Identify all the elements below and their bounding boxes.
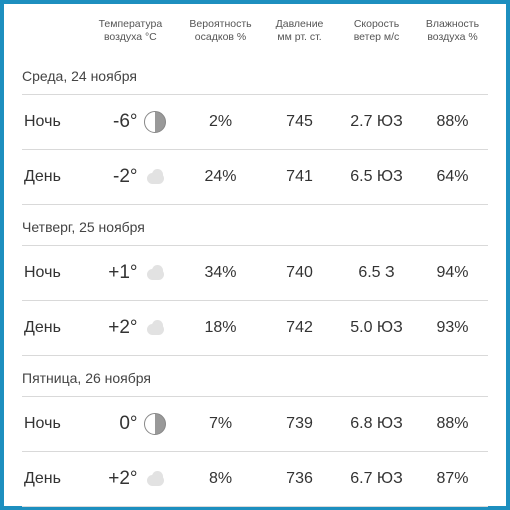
cloud-icon: [144, 168, 168, 186]
cloud-icon: [144, 319, 168, 337]
col-prec: Вероятность осадков %: [178, 14, 263, 54]
cell-hum: 64%: [417, 150, 488, 205]
moon-icon: [144, 413, 166, 435]
cell-temp: 0°: [83, 397, 142, 452]
cell-wind: 6.5 ЮЗ: [336, 150, 417, 205]
cell-temp: -6°: [83, 95, 142, 150]
cell-period: День: [22, 150, 83, 205]
cell-period: Ночь: [22, 397, 83, 452]
cell-press: 736: [263, 452, 336, 507]
col-press: Давление мм рт. ст.: [263, 14, 336, 54]
cell-prec: 2%: [178, 95, 263, 150]
cell-wind: 6.8 ЮЗ: [336, 397, 417, 452]
cell-wind: 6.7 ЮЗ: [336, 452, 417, 507]
cell-period: День: [22, 301, 83, 356]
table-row: День-2° 24%7416.5 ЮЗ64%: [22, 150, 488, 205]
cell-press: 741: [263, 150, 336, 205]
day-header: Четверг, 25 ноября: [22, 205, 488, 246]
cloud-icon: [144, 264, 168, 282]
table-body: Среда, 24 ноябряНочь-6°2%7452.7 ЮЗ88%Ден…: [22, 54, 488, 507]
cell-press: 745: [263, 95, 336, 150]
day-title: Среда, 24 ноября: [22, 54, 488, 95]
cell-icon: [142, 301, 178, 356]
weather-table-frame: Температура воздуха °C Вероятность осадк…: [0, 0, 510, 510]
cell-icon: [142, 95, 178, 150]
cell-icon: [142, 452, 178, 507]
cell-wind: 2.7 ЮЗ: [336, 95, 417, 150]
cell-temp: -2°: [83, 150, 142, 205]
cell-temp: +1°: [83, 246, 142, 301]
table-row: Ночь+1° 34%7406.5 З94%: [22, 246, 488, 301]
cell-wind: 6.5 З: [336, 246, 417, 301]
cell-period: Ночь: [22, 246, 83, 301]
day-title: Четверг, 25 ноября: [22, 205, 488, 246]
table-row: День+2° 8%7366.7 ЮЗ87%: [22, 452, 488, 507]
table-row: Ночь0° 7%7396.8 ЮЗ88%: [22, 397, 488, 452]
cell-icon: [142, 246, 178, 301]
col-blank: [22, 14, 83, 54]
cell-temp: +2°: [83, 452, 142, 507]
cloud-icon: [144, 470, 168, 488]
cell-hum: 94%: [417, 246, 488, 301]
cell-prec: 8%: [178, 452, 263, 507]
cell-prec: 7%: [178, 397, 263, 452]
day-header: Пятница, 26 ноября: [22, 356, 488, 397]
col-temp: Температура воздуха °C: [83, 14, 178, 54]
cell-temp: +2°: [83, 301, 142, 356]
table-row: Ночь-6° 2%7452.7 ЮЗ88%: [22, 95, 488, 150]
day-header: Среда, 24 ноября: [22, 54, 488, 95]
col-wind: Скорость ветер м/с: [336, 14, 417, 54]
cell-press: 740: [263, 246, 336, 301]
cell-prec: 24%: [178, 150, 263, 205]
cell-hum: 88%: [417, 397, 488, 452]
cell-press: 742: [263, 301, 336, 356]
cell-hum: 87%: [417, 452, 488, 507]
cell-hum: 93%: [417, 301, 488, 356]
table-row: День+2° 18%7425.0 ЮЗ93%: [22, 301, 488, 356]
col-hum: Влажность воздуха %: [417, 14, 488, 54]
cell-hum: 88%: [417, 95, 488, 150]
cell-icon: [142, 150, 178, 205]
cell-prec: 18%: [178, 301, 263, 356]
cell-prec: 34%: [178, 246, 263, 301]
moon-icon: [144, 111, 166, 133]
cell-period: Ночь: [22, 95, 83, 150]
table-head: Температура воздуха °C Вероятность осадк…: [22, 14, 488, 54]
cell-period: День: [22, 452, 83, 507]
cell-icon: [142, 397, 178, 452]
cell-press: 739: [263, 397, 336, 452]
day-title: Пятница, 26 ноября: [22, 356, 488, 397]
cell-wind: 5.0 ЮЗ: [336, 301, 417, 356]
weather-table: Температура воздуха °C Вероятность осадк…: [22, 14, 488, 507]
